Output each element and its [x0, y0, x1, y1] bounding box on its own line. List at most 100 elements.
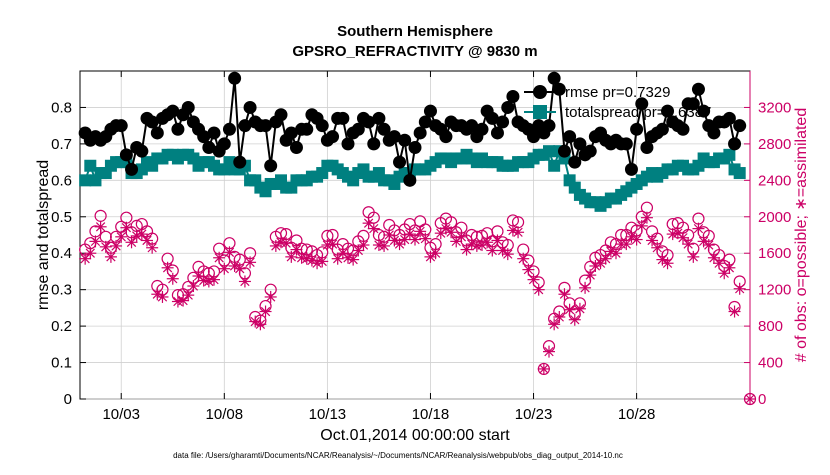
- chart-title-line1: Southern Hemisphere: [337, 23, 493, 40]
- rmse-point: [115, 119, 128, 132]
- rmse-point: [728, 137, 741, 150]
- y-left-tick-label: 0.1: [51, 355, 72, 372]
- legend-rmse-label: rmse pr=0.7329: [565, 84, 670, 101]
- rmse-point: [403, 174, 416, 187]
- obs-assimilated-point: [378, 240, 390, 252]
- rmse-point: [326, 130, 339, 143]
- y-left-tick-label: 0.4: [51, 245, 72, 262]
- x-tick-label: 10/28: [618, 406, 656, 423]
- rmse-point: [496, 116, 509, 129]
- obs-assimilated-point: [89, 235, 101, 247]
- rmse-point: [182, 101, 195, 114]
- y-left-tick-label: 0.8: [51, 99, 72, 116]
- obs-assimilated-point: [600, 253, 612, 265]
- spread-point: [734, 167, 746, 179]
- y-right-tick-label: 0: [758, 391, 766, 408]
- obs-assimilated-point: [543, 346, 555, 358]
- rmse-point: [218, 137, 231, 150]
- rmse-point: [553, 83, 566, 96]
- obs-assimilated-point: [734, 283, 746, 295]
- rmse-point: [692, 83, 705, 96]
- y-axis-label-right: # of obs: o=possible; ∗=assimilated: [793, 108, 810, 362]
- rmse-point: [171, 123, 184, 136]
- y-right-tick-label: 2000: [758, 209, 791, 226]
- obs-assimilated-point: [502, 248, 514, 260]
- y-left-tick-label: 0: [64, 391, 72, 408]
- obs-assimilated-point: [723, 262, 735, 274]
- obs-assimilated-point: [84, 247, 96, 259]
- data-file-footnote: data file: /Users/gharamti/Documents/NCA…: [173, 451, 623, 460]
- obs-assimilated-point: [208, 274, 220, 286]
- rmse-point: [208, 126, 221, 139]
- rmse-point: [584, 145, 597, 158]
- obs-assimilated-point: [729, 306, 741, 318]
- obs-assimilated-point: [156, 291, 168, 303]
- rmse-point: [543, 119, 556, 132]
- rmse-point: [630, 123, 643, 136]
- rmse-point: [223, 123, 236, 136]
- rmse-point: [439, 130, 452, 143]
- obs-assimilated-point: [610, 247, 622, 259]
- obs-assimilated-point: [105, 251, 117, 263]
- x-tick-label: 10/03: [102, 406, 140, 423]
- x-tick-label: 10/23: [515, 406, 553, 423]
- rmse-point: [264, 159, 277, 172]
- chart-svg: Southern Hemisphere GPSRO_REFRACTIVITY @…: [0, 0, 830, 470]
- rmse-point: [228, 72, 241, 85]
- obs-assimilated-point: [533, 284, 545, 296]
- obs-assimilated-point: [131, 230, 143, 242]
- rmse-point: [336, 112, 349, 125]
- obs-assimilated-point: [430, 247, 442, 259]
- rmse-point: [424, 105, 437, 118]
- rmse-point: [275, 108, 288, 121]
- legend-spread-marker: [533, 105, 547, 119]
- y-right-tick-label: 2800: [758, 136, 791, 153]
- rmse-point: [316, 119, 329, 132]
- obs-assimilated-point: [254, 318, 266, 330]
- legend-rmse-marker: [533, 85, 547, 99]
- rmse-point: [367, 137, 380, 150]
- rmse-point: [677, 123, 690, 136]
- legend-spread-label: totalspread pr=0.6387: [565, 104, 711, 121]
- obs-assimilated-point: [631, 234, 643, 246]
- y-right-tick-label: 800: [758, 318, 783, 335]
- obs-assimilated-point: [662, 257, 674, 269]
- y-left-tick-label: 0.2: [51, 318, 72, 335]
- rmse-point: [393, 156, 406, 169]
- obs-assimilated-point: [146, 242, 158, 254]
- x-tick-label: 10/18: [412, 406, 450, 423]
- chart-title-line2: GPSRO_REFRACTIVITY @ 9830 m: [292, 43, 537, 60]
- obs-assimilated-point: [584, 269, 596, 281]
- obs-assimilated-point: [126, 236, 138, 248]
- y-right-tick-label: 400: [758, 355, 783, 372]
- obs-assimilated-point: [538, 363, 550, 375]
- rmse-point: [409, 141, 422, 154]
- rmse-point: [625, 163, 638, 176]
- y-right-tick-label: 1600: [758, 245, 791, 262]
- rmse-point: [290, 141, 303, 154]
- obs-assimilated-point: [507, 224, 519, 236]
- rmse-point: [620, 137, 633, 150]
- x-axis-label: Oct.01,2014 00:00:00 start: [320, 427, 510, 444]
- obs-assimilated-point: [641, 212, 653, 224]
- obs-assimilated-point: [244, 256, 256, 268]
- obs-assimilated-point: [239, 275, 251, 287]
- spread-point: [79, 174, 91, 186]
- rmse-point: [244, 101, 257, 114]
- obs-assimilated-point: [579, 282, 591, 294]
- obs-assimilated-point: [357, 239, 369, 251]
- obs-assimilated-point: [687, 251, 699, 263]
- spread-point: [543, 145, 555, 157]
- rmse-point: [506, 90, 519, 103]
- obs-assimilated-point: [347, 254, 359, 266]
- y-left-tick-label: 0.7: [51, 136, 72, 153]
- chart-container: Southern Hemisphere GPSRO_REFRACTIVITY @…: [0, 0, 830, 470]
- obs-assimilated-point: [311, 257, 323, 269]
- obs-assimilated-point: [512, 226, 524, 238]
- y-axis-label-left: rmse and totalspread: [35, 160, 52, 310]
- rmse-point: [300, 123, 313, 136]
- y-left-tick-label: 0.5: [51, 209, 72, 226]
- spread-point: [548, 160, 560, 172]
- obs-assimilated-point: [553, 311, 565, 323]
- obs-assimilated-point: [636, 220, 648, 232]
